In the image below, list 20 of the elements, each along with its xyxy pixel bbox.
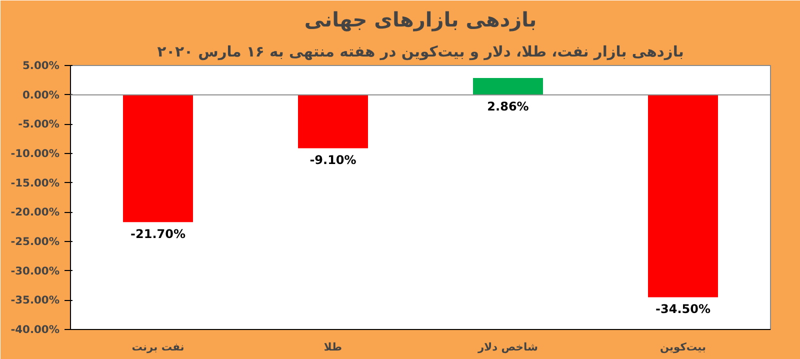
x-tick-label: نفت برنت [132, 340, 184, 354]
chart-subtitle: بازدهی بازار نفت، طلا، دلار و بیت‌کوین در هفته منتهی به ۱۶ مارس ۲۰۲۰ [157, 44, 684, 60]
y-tick-label: 0.00% [22, 88, 60, 102]
y-tick-label: -10.00% [10, 147, 60, 160]
y-tick-label: -5.00% [18, 118, 60, 131]
y-tick-label: -40.00% [10, 323, 60, 336]
y-tick-label: -25.00% [10, 235, 60, 248]
y-tick-label: 5.00% [22, 59, 60, 72]
y-tick-label: -30.00% [10, 264, 60, 278]
x-tick-label: طلا [324, 340, 342, 354]
data-label: 2.86% [487, 100, 529, 114]
y-tick-label: -35.00% [10, 294, 60, 307]
x-tick-label: بیت‌کوین [660, 340, 706, 354]
y-tick-label: -20.00% [10, 206, 60, 219]
chart-title: بازدهی بازارهای جهانی [304, 8, 537, 32]
y-tick-label: -15.00% [10, 176, 60, 190]
data-label: -34.50% [656, 302, 710, 316]
x-tick-label: شاخص دلار [477, 340, 538, 354]
data-label: -9.10% [310, 152, 356, 167]
data-label: -21.70% [130, 226, 186, 241]
